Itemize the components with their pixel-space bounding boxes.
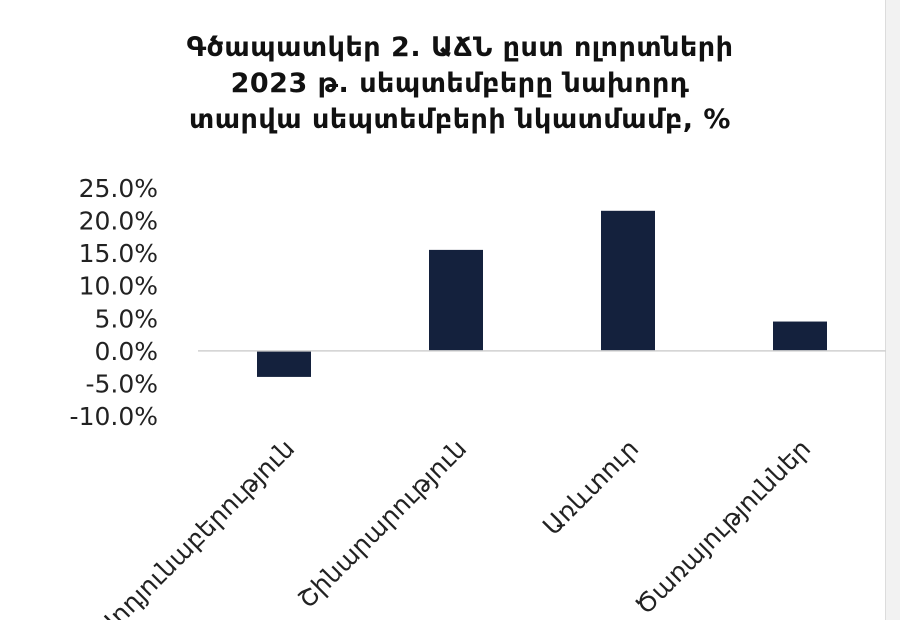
bar bbox=[429, 249, 483, 351]
bar bbox=[257, 350, 311, 377]
y-tick-label: -5.0% bbox=[85, 369, 158, 398]
y-tick-label: 5.0% bbox=[94, 304, 158, 333]
chart-title-line-1: Գծապատկեր 2. ԱՃՆ ըստ ոլորտների bbox=[186, 32, 734, 63]
category-label: Շինարարություն bbox=[292, 434, 472, 614]
chart-title: Գծապատկեր 2. ԱՃՆ ըստ ոլորտների 2023 թ. ս… bbox=[60, 30, 860, 138]
y-tick-label: 15.0% bbox=[79, 239, 158, 268]
y-tick-label: 10.0% bbox=[79, 272, 158, 301]
chart-title-line-2: 2023 թ. սեպտեմբերը նախորդ bbox=[230, 68, 690, 99]
y-tick-label: 0.0% bbox=[94, 337, 158, 366]
y-tick-label: 25.0% bbox=[79, 174, 158, 203]
chart-title-line-3: տարվա սեպտեմբերի նկատմամբ, % bbox=[189, 104, 731, 135]
window-right-edge bbox=[885, 0, 900, 620]
y-tick-label: 20.0% bbox=[79, 207, 158, 236]
category-label: Ծառայություններ bbox=[629, 434, 816, 620]
y-axis-ticks: 25.0% 20.0% 15.0% 10.0% 5.0% 0.0% -5.0% -10.0% bbox=[70, 174, 158, 431]
y-tick-label: -10.0% bbox=[70, 402, 158, 431]
category-label: Արդյունաբերություն bbox=[91, 434, 301, 620]
category-label: Առևտուր bbox=[537, 434, 644, 541]
bar bbox=[773, 321, 827, 351]
bar bbox=[601, 210, 655, 351]
bars bbox=[257, 210, 827, 377]
